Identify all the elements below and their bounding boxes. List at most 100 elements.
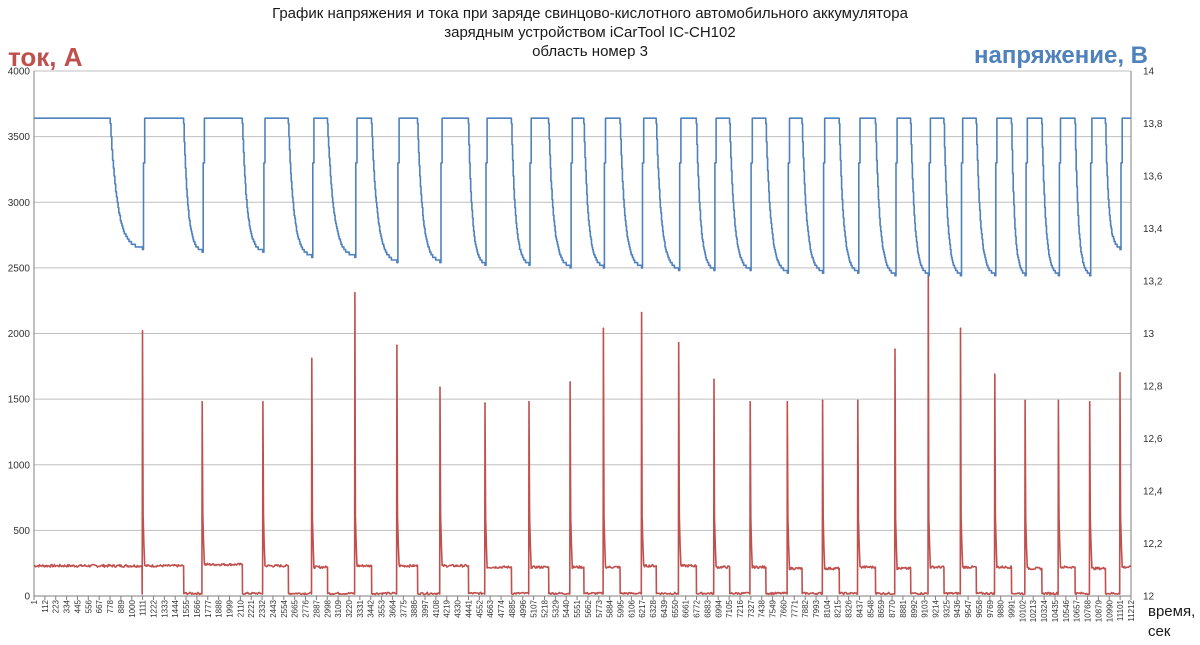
x-tick-label: 8770 [888, 599, 897, 617]
left-tick-label: 4000 [8, 67, 31, 78]
voltage-min-point [677, 269, 680, 272]
x-tick-label: 10657 [1073, 599, 1082, 622]
x-tick-label: 10324 [1040, 599, 1049, 622]
x-tick-label: 3331 [356, 599, 365, 617]
x-tick-label: 5884 [606, 599, 615, 617]
voltage-min-point [927, 274, 930, 277]
voltage-series-line [34, 117, 1131, 277]
x-tick-label: 9103 [921, 599, 930, 617]
x-tick-label: 1333 [160, 599, 169, 617]
voltage-min-point [1057, 274, 1060, 277]
series-lines [33, 117, 1132, 596]
x-tick-label: 5107 [530, 599, 539, 617]
x-tick-label: 2443 [269, 599, 278, 617]
x-tick-label: 7105 [725, 599, 734, 617]
x-tick-label: 1888 [215, 599, 224, 617]
x-tick-label: 3109 [334, 599, 343, 617]
left-tick-label: 500 [13, 526, 30, 537]
x-tick-label: 4330 [454, 599, 463, 617]
x-tick-label: 5551 [573, 599, 582, 617]
x-tick-label: 6217 [638, 599, 647, 617]
x-tick-label: 8992 [910, 599, 919, 617]
x-tick-label: 7327 [747, 599, 756, 617]
current-peak-point [1024, 399, 1026, 402]
voltage-min-point [396, 261, 398, 264]
current-peak-point [1088, 400, 1091, 403]
left-tick-label: 2000 [8, 329, 31, 340]
voltage-min-point [484, 264, 486, 267]
x-tick-label: 5773 [595, 599, 604, 617]
current-peak-point [821, 399, 824, 402]
x-tick-label: 3553 [378, 599, 387, 617]
current-peak-point [439, 386, 441, 389]
x-tick-label: 1444 [171, 599, 180, 617]
current-peak-point [786, 400, 789, 403]
x-tick-label: 8659 [877, 599, 886, 617]
current-peak-point [640, 311, 643, 314]
x-tick-label: 7549 [769, 599, 778, 617]
voltage-min-point [528, 264, 530, 267]
x-tick-label: 1555 [182, 599, 191, 617]
voltage-min-point [602, 267, 605, 269]
x-tick-label: 223 [52, 599, 61, 613]
right-tick-label: 12,4 [1143, 487, 1163, 498]
voltage-min-point [141, 248, 144, 251]
left-axis-title: ток, А [8, 42, 83, 72]
x-axis-title: время, сек [1148, 602, 1195, 642]
x-tick-label: 1777 [204, 599, 213, 617]
x-tick-label: 2554 [280, 599, 289, 617]
x-tick-label: 3442 [367, 599, 376, 617]
x-tick-label: 9880 [997, 599, 1006, 617]
x-tick-label: 9658 [975, 599, 984, 617]
chart-title-line-3: область номер 3 [532, 43, 648, 60]
x-tick-label: 2221 [247, 599, 256, 617]
x-tick-label: 6439 [660, 599, 669, 617]
x-tick-label: 5440 [562, 599, 571, 617]
x-tick-label: 9991 [1008, 599, 1017, 617]
voltage-min-point [640, 267, 643, 269]
chart-title-line-2: зарядным устройством iCarTool IC-CH102 [444, 24, 736, 41]
x-tick-label: 5218 [540, 599, 549, 617]
x-tick-label: 11101 [1116, 599, 1125, 621]
x-tick-label: 10879 [1094, 599, 1103, 622]
voltage-min-point [262, 251, 264, 253]
voltage-min-point [201, 251, 204, 253]
voltage-min-point [569, 267, 571, 269]
x-tick-label: 6550 [671, 599, 680, 617]
chart-title-line-1: График напряжения и тока при заряде свин… [272, 5, 908, 22]
voltage-min-point [1119, 248, 1121, 251]
x-tick-label: 445 [73, 599, 82, 613]
current-peak-point [993, 373, 996, 375]
right-axis-title: напряжение, В [974, 42, 1148, 69]
x-tick-label: 3664 [388, 599, 397, 617]
x-tick-label: 9769 [986, 599, 995, 617]
x-tick-label: 9325 [942, 599, 951, 617]
current-peak-point [484, 402, 486, 404]
voltage-min-point [1088, 274, 1091, 277]
current-peak-point [262, 400, 264, 403]
current-peak-point [141, 330, 144, 332]
right-tick-label: 14 [1143, 67, 1155, 78]
axes [33, 71, 1132, 600]
right-tick-label: 13,6 [1143, 172, 1163, 183]
x-tick-label: 3220 [345, 599, 354, 617]
voltage-min-point [310, 256, 313, 259]
x-tick-label: 6328 [649, 599, 658, 617]
current-series-line [33, 273, 1132, 596]
voltage-min-point [439, 261, 441, 264]
x-tick-label: 2998 [323, 599, 332, 617]
x-tick-label: 556 [84, 599, 93, 613]
current-peak-point [602, 327, 605, 330]
x-tick-label: 1222 [149, 599, 158, 617]
x-tick-label: 1111 [139, 599, 148, 616]
x-tick-label: 3775 [399, 599, 408, 617]
x-tick-label: 11212 [1127, 599, 1136, 621]
x-tick-label: 1000 [128, 599, 137, 617]
x-tick-label: 778 [106, 599, 115, 613]
right-tick-label: 13,8 [1143, 119, 1163, 130]
x-tick-label: 1999 [226, 599, 235, 617]
current-peak-point [1057, 399, 1060, 402]
x-tick-label: 5662 [584, 599, 593, 617]
current-peak-point [857, 399, 859, 402]
voltage-min-point [354, 256, 356, 259]
